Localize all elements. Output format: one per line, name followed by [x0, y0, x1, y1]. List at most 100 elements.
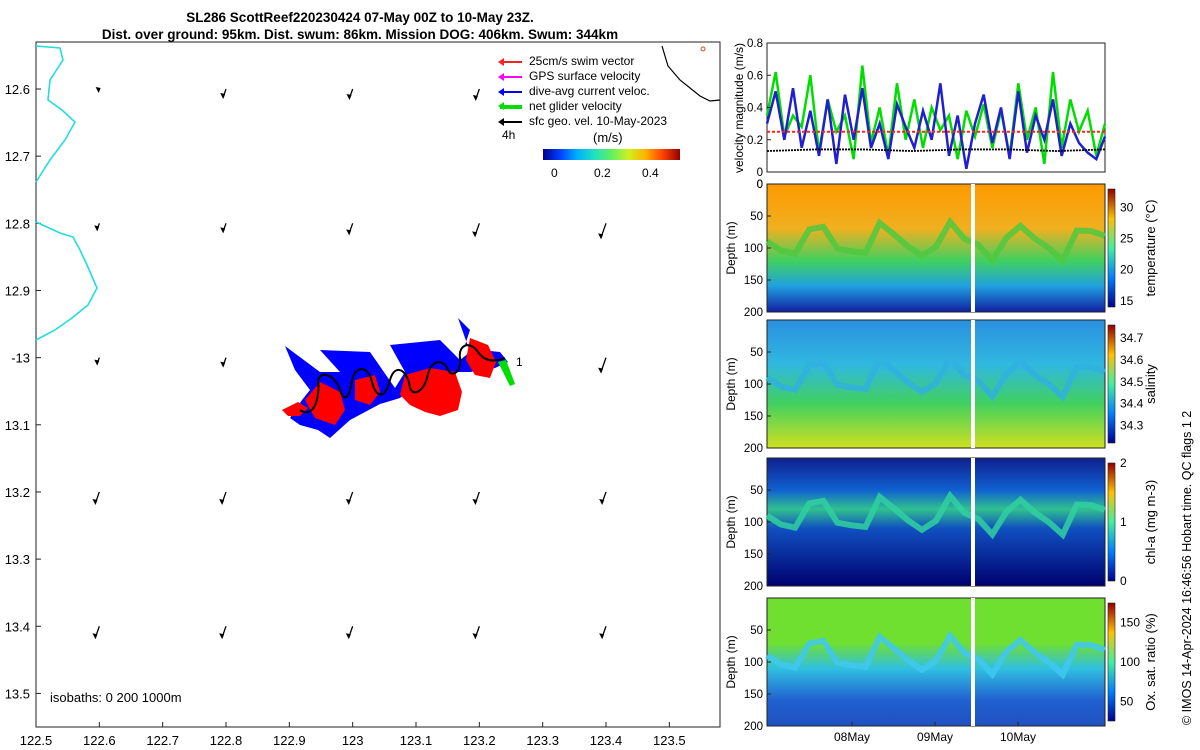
section-colorbar-tick: 30	[1120, 201, 1134, 215]
map-y-tick-label: 13.1	[5, 418, 30, 433]
section-colorbar-tick: 2	[1120, 456, 1127, 470]
section-colorbar-tick: 1	[1120, 515, 1127, 529]
section-y-tick-label: 200	[744, 721, 763, 733]
colorbar-tick-1: 0.2	[594, 166, 611, 180]
section-panel-2: Depth (m) 50 100 150 200 0 1 2 chl-a (mg m-3)	[724, 456, 1158, 593]
geo-vector-head	[472, 95, 478, 102]
section-feature-band	[765, 490, 1106, 540]
geo-vector-head	[220, 361, 226, 368]
velocity-y-tick-label: 0.4	[747, 103, 764, 115]
map-x-tick-label: 123.5	[653, 733, 686, 748]
legend-arrow-icon	[498, 118, 522, 126]
velocity-series-line	[766, 148, 1106, 152]
section-data-gap	[971, 184, 975, 312]
title-line-1: SL286 ScottReef220230424 07-May 00Z to 1…	[186, 10, 534, 25]
geo-vector-head	[346, 229, 352, 236]
swim-vector-cluster-a	[305, 382, 345, 425]
colorbar-tick-0: 0	[551, 166, 558, 180]
swim-vector-cluster-e	[282, 402, 308, 416]
map-x-tick-label: 122.7	[146, 733, 179, 748]
velocity-y-tick-label: 0.8	[747, 38, 763, 50]
map-x-tick-label: 123	[342, 733, 364, 748]
section-colorbar-tick: 34.4	[1120, 397, 1144, 411]
geo-vector-head	[472, 231, 478, 238]
section-colorbar	[1107, 324, 1116, 444]
section-y-tick-label: 100	[744, 517, 763, 529]
map-y-tick-label: 13.5	[5, 686, 30, 701]
section-y-tick-label: 150	[744, 549, 763, 561]
swim-vector-cluster-c	[400, 368, 462, 416]
section-colorbar	[1107, 602, 1116, 722]
map-x-tick-label: 122.9	[273, 733, 306, 748]
section-colorbar-label: Ox. sat. ratio (%)	[1143, 613, 1158, 711]
legend-label: net glider velocity	[529, 99, 622, 113]
section-panel-1: Depth (m) 50 100 150 200 34.3 34.4 34.5 34.6 34.7…	[724, 319, 1158, 455]
section-ylabel: Depth (m)	[724, 357, 738, 410]
velocity-y-tick-label: 0.6	[747, 70, 763, 82]
section-y-tick-label: 50	[750, 347, 763, 359]
legend-item-0: 25cm/s swim vector	[498, 54, 700, 69]
section-colorbar-tick: 34.7	[1120, 331, 1144, 345]
geo-vector-head	[219, 498, 225, 505]
section-data-gap	[971, 458, 975, 586]
section-y-tick-label: 150	[744, 689, 763, 701]
isobath-line	[35, 45, 98, 341]
legend-arrow-icon	[498, 88, 522, 96]
section-y-tick-label: 200	[744, 443, 763, 455]
map-y-ticks: 12.6 12.7 12.8 12.9 -13 13.1 13.2 13.3 13.4 13.5	[5, 82, 41, 701]
section-colorbar-tick: 34.5	[1120, 375, 1144, 389]
map-legend: 25cm/s swim vector GPS surface velocity di…	[498, 54, 700, 129]
geo-vector-head	[92, 498, 98, 505]
map-x-tick-label: 123.1	[400, 733, 433, 748]
map-x-ticks: 122.5 122.6 122.7 122.8 122.9 123 123.1 123.2 12…	[20, 722, 686, 748]
time-x-ticks: 08May 09May 10May	[834, 722, 1036, 744]
legend-label: GPS surface velocity	[529, 69, 641, 83]
velocity-series-line	[765, 83, 1107, 170]
section-y-tick-label: 100	[744, 657, 763, 669]
section-ylabel: Depth (m)	[724, 221, 738, 274]
section-colorbar	[1107, 188, 1116, 308]
section-ylabel: Depth (m)	[724, 635, 738, 688]
section-y-tick-label: 100	[744, 243, 763, 255]
legend-arrow-icon	[498, 58, 522, 66]
map-y-tick-label: 12.8	[5, 216, 30, 231]
geo-vector-head	[95, 87, 101, 94]
glider-track-group: 1	[282, 318, 523, 438]
geo-vector-head	[598, 367, 604, 374]
legend-item-4: sfc geo. vel. 10-May-2023	[498, 114, 700, 129]
map-y-tick-label: 12.7	[5, 149, 30, 164]
map-y-tick-label: 13.3	[5, 552, 30, 567]
map-x-tick-label: 122.5	[20, 733, 53, 748]
section-y-tick-label: 150	[744, 411, 763, 423]
figure-title: SL286 ScottReef220230424 07-May 00Z to 1…	[0, 9, 720, 43]
geo-vector-head	[219, 633, 225, 640]
geo-vector-head	[598, 233, 604, 240]
imos-stamp: © IMOS 14-Apr-2024 16:46:56 Hobart time.…	[1180, 410, 1194, 725]
section-colorbar-tick: 100	[1120, 655, 1140, 669]
geo-vector-head	[599, 633, 605, 640]
section-colorbar-tick: 34.3	[1120, 419, 1144, 433]
swim-vector-cluster-d	[466, 338, 496, 378]
section-colorbar-label: chl-a (mg m-3)	[1143, 480, 1158, 565]
velocity-panel: 0 0.2 0.4 0.6 0.8 velocity magnitude (m/s)	[732, 38, 1107, 179]
geo-vector-head	[472, 633, 478, 640]
legend-interval: 4h	[502, 128, 516, 142]
map-marker-label: 1	[516, 355, 523, 369]
geo-vector-head	[345, 633, 351, 640]
map-x-tick-label: 123.4	[590, 733, 623, 748]
geo-vector-head	[599, 498, 605, 505]
geo-vector-head	[220, 227, 226, 234]
geo-velocity-vectors	[92, 87, 607, 640]
speed-colorbar	[543, 149, 680, 160]
section-feature-band	[765, 630, 1106, 680]
legend-item-2: dive-avg current veloc.	[498, 84, 700, 99]
geo-vector-head	[94, 225, 100, 232]
section-colorbar-tick: 15	[1120, 294, 1134, 308]
velocity-ylabel: velocity magnitude (m/s)	[732, 43, 746, 173]
time-tick-label: 09May	[917, 730, 953, 744]
map-y-tick-label: 13.2	[5, 485, 30, 500]
